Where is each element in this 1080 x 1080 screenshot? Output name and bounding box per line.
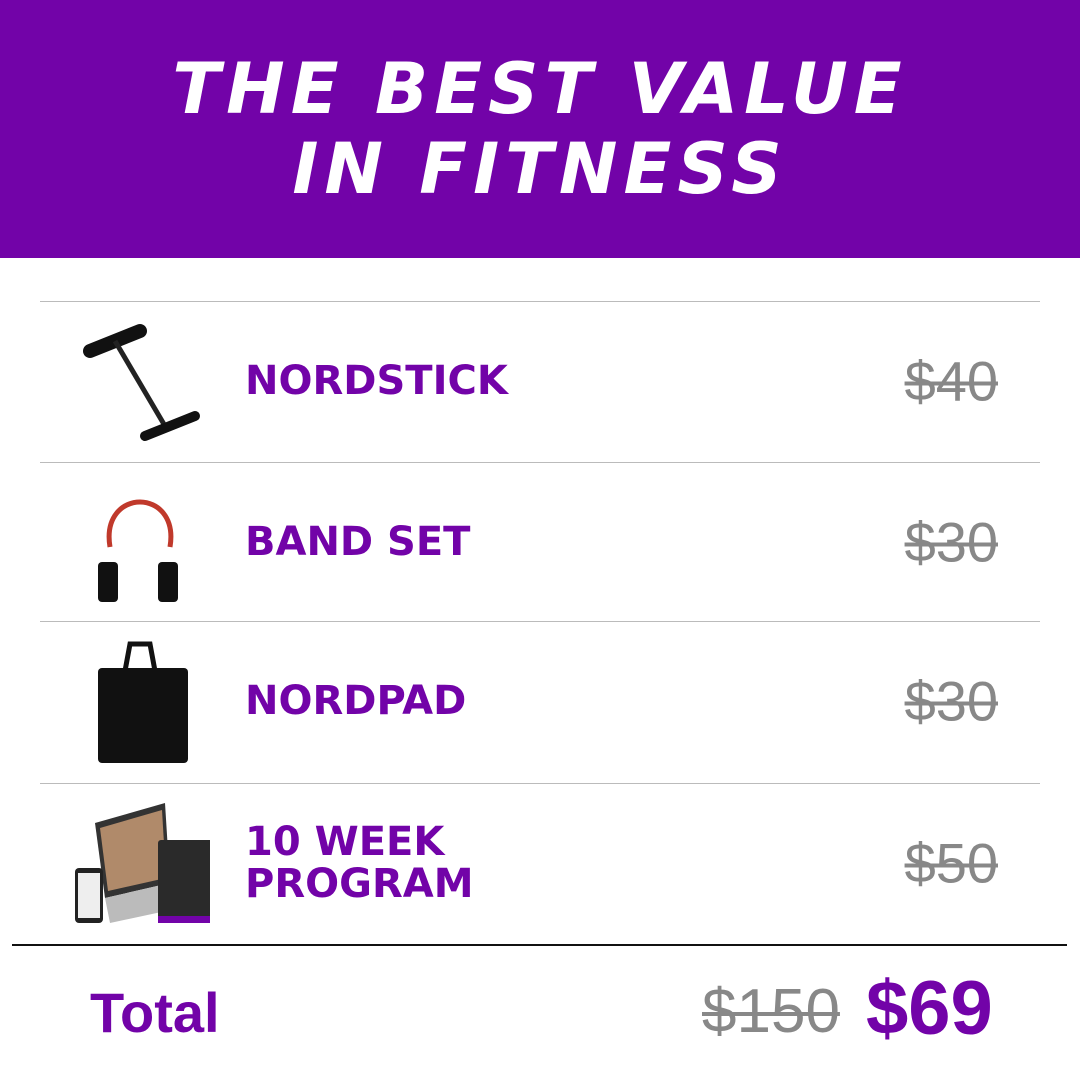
header-banner: THE BEST VALUE IN FITNESS bbox=[0, 0, 1080, 258]
divider bbox=[40, 783, 1040, 784]
total-label: Total bbox=[90, 981, 220, 1044]
list-item: BAND SET $30 bbox=[40, 462, 1040, 622]
program-devices-image bbox=[75, 803, 210, 923]
nordpad-product-image bbox=[98, 641, 188, 763]
item-price: $30 bbox=[904, 669, 998, 733]
sale-total-price: $69 bbox=[866, 966, 993, 1051]
band-set-product-image bbox=[98, 499, 178, 602]
nordstick-product-image bbox=[83, 324, 200, 441]
item-name: 10 WEEK PROGRAM bbox=[245, 819, 474, 907]
original-total-price: $150 bbox=[702, 977, 840, 1046]
item-name: NORDPAD bbox=[245, 678, 467, 724]
item-price: $40 bbox=[904, 349, 998, 413]
divider bbox=[40, 621, 1040, 622]
item-price: $50 bbox=[904, 831, 998, 895]
list-item: 10 WEEK PROGRAM $50 bbox=[40, 783, 1040, 943]
list-item: NORDPAD $30 bbox=[40, 621, 1040, 781]
list-item: NORDSTICK $40 bbox=[40, 301, 1040, 461]
divider bbox=[40, 462, 1040, 463]
item-name: NORDSTICK bbox=[245, 358, 508, 404]
total-divider bbox=[12, 944, 1067, 946]
item-price: $30 bbox=[904, 510, 998, 574]
headline-line-2: IN FITNESS bbox=[292, 128, 788, 210]
divider bbox=[40, 301, 1040, 302]
item-name: BAND SET bbox=[245, 519, 471, 565]
headline-line-1: THE BEST VALUE bbox=[172, 48, 908, 130]
